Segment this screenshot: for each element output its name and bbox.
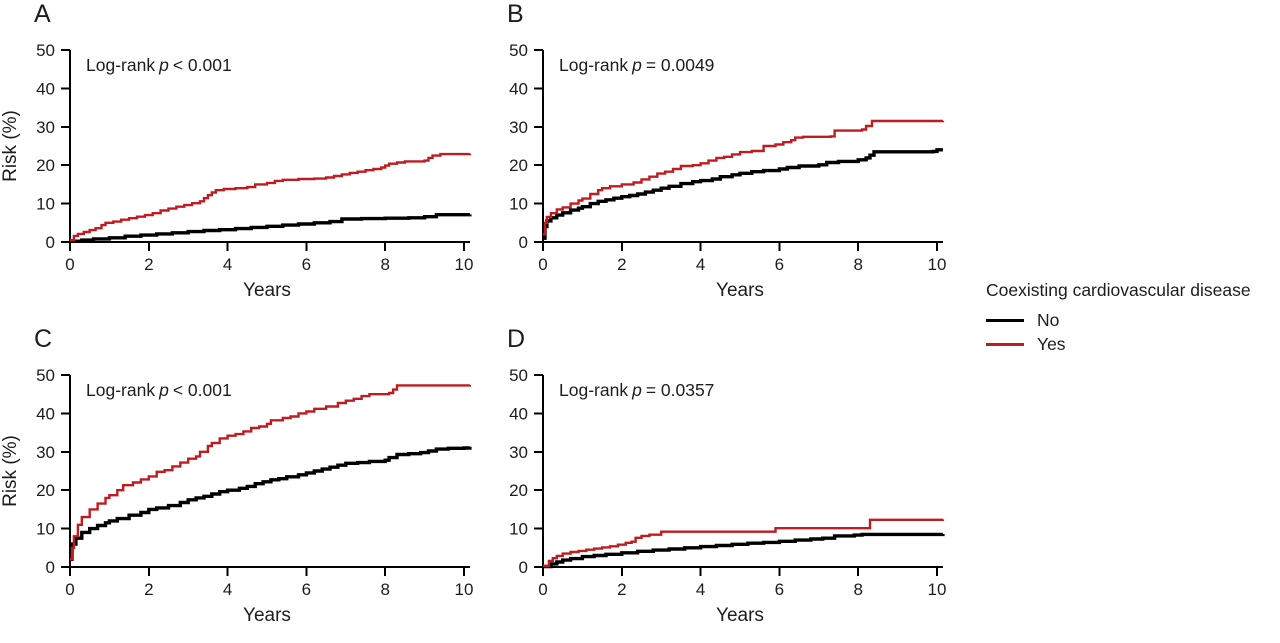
svg-text:30: 30	[36, 118, 55, 137]
survival-chart-a: 0 10 20 30 40 50 0 2 4 6 8 10 Years Risk (%)	[0, 41, 474, 301]
svg-text:40: 40	[36, 404, 55, 423]
legend-label-yes: Yes	[1037, 333, 1066, 354]
svg-text:0: 0	[538, 255, 547, 274]
logrank-prefix: Log-rank	[86, 55, 156, 75]
svg-text:40: 40	[509, 404, 528, 423]
logrank-annotation-d: Log-rank p = 0.0357	[559, 380, 714, 401]
legend-line-no	[986, 318, 1024, 322]
panel-a: 0 10 20 30 40 50 0 2 4 6 8 10 Years Risk (%) A Log-ra…	[0, 0, 500, 318]
svg-text:40: 40	[509, 79, 528, 98]
svg-text:0: 0	[538, 580, 547, 599]
svg-text:50: 50	[509, 366, 528, 385]
svg-text:4: 4	[696, 580, 705, 599]
logrank-annotation-b: Log-rank p = 0.0049	[559, 55, 714, 76]
svg-text:10: 10	[928, 580, 947, 599]
svg-text:10: 10	[509, 520, 528, 539]
panel-b: 0 10 20 30 40 50 0 2 4 6 8 10 Years B Log-rank p = 0.0…	[473, 0, 973, 318]
panel-d: 0 10 20 30 40 50 0 2 4 6 8 10 Years D Log-rank p = 0.0…	[473, 325, 973, 643]
svg-text:8: 8	[380, 255, 389, 274]
logrank-p-symbol: p	[159, 55, 169, 75]
svg-text:20: 20	[509, 156, 528, 175]
svg-text:0: 0	[65, 580, 74, 599]
logrank-value: = 0.0049	[645, 55, 715, 75]
svg-text:30: 30	[36, 443, 55, 462]
svg-text:20: 20	[509, 481, 528, 500]
svg-text:4: 4	[223, 255, 232, 274]
svg-text:0: 0	[519, 233, 528, 252]
svg-text:2: 2	[144, 255, 153, 274]
svg-text:10: 10	[36, 195, 55, 214]
svg-text:50: 50	[36, 41, 55, 60]
svg-text:6: 6	[302, 580, 311, 599]
logrank-value: = 0.0357	[645, 380, 715, 400]
svg-text:4: 4	[696, 255, 705, 274]
panel-d-label: D	[507, 325, 526, 353]
km-figure: 0 10 20 30 40 50 0 2 4 6 8 10 Years Risk (%) A Log-ra…	[0, 0, 1280, 626]
svg-text:4: 4	[223, 580, 232, 599]
panel-c-label: C	[34, 325, 53, 353]
svg-text:10: 10	[455, 255, 474, 274]
svg-text:20: 20	[36, 156, 55, 175]
logrank-annotation-a: Log-rank p < 0.001	[86, 55, 232, 76]
svg-text:6: 6	[302, 255, 311, 274]
svg-text:Years: Years	[243, 280, 291, 301]
svg-text:0: 0	[65, 255, 74, 274]
svg-text:50: 50	[36, 366, 55, 385]
svg-text:2: 2	[617, 580, 626, 599]
svg-text:10: 10	[36, 520, 55, 539]
logrank-prefix: Log-rank	[86, 380, 156, 400]
legend-item-yes: Yes	[986, 332, 1280, 356]
svg-text:40: 40	[36, 79, 55, 98]
panel-a-label: A	[34, 0, 51, 28]
logrank-p-symbol: p	[632, 380, 642, 400]
legend: Coexisting cardiovascular disease No Yes	[986, 280, 1280, 356]
svg-text:30: 30	[509, 118, 528, 137]
svg-text:6: 6	[775, 255, 784, 274]
svg-text:10: 10	[928, 255, 947, 274]
logrank-value: < 0.001	[172, 380, 232, 400]
svg-text:0: 0	[46, 558, 55, 577]
logrank-prefix: Log-rank	[559, 380, 629, 400]
svg-text:0: 0	[519, 558, 528, 577]
panel-c: 0 10 20 30 40 50 0 2 4 6 8 10 Years Risk (%) C Log-ra…	[0, 325, 500, 643]
survival-chart-c: 0 10 20 30 40 50 0 2 4 6 8 10 Years Risk (%)	[0, 366, 474, 626]
svg-text:20: 20	[36, 481, 55, 500]
svg-text:2: 2	[617, 255, 626, 274]
legend-item-no: No	[986, 308, 1280, 332]
svg-text:Years: Years	[716, 605, 764, 626]
svg-text:8: 8	[853, 255, 862, 274]
survival-chart-d: 0 10 20 30 40 50 0 2 4 6 8 10 Years	[509, 366, 947, 626]
svg-text:Risk (%): Risk (%)	[0, 435, 21, 507]
logrank-annotation-c: Log-rank p < 0.001	[86, 380, 232, 401]
svg-text:30: 30	[509, 443, 528, 462]
svg-text:8: 8	[853, 580, 862, 599]
svg-text:10: 10	[455, 580, 474, 599]
svg-text:6: 6	[775, 580, 784, 599]
logrank-p-symbol: p	[632, 55, 642, 75]
svg-text:2: 2	[144, 580, 153, 599]
logrank-value: < 0.001	[172, 55, 232, 75]
legend-line-yes	[986, 342, 1024, 346]
svg-text:Years: Years	[716, 280, 764, 301]
logrank-prefix: Log-rank	[559, 55, 629, 75]
survival-chart-b: 0 10 20 30 40 50 0 2 4 6 8 10 Years	[509, 41, 947, 301]
svg-text:50: 50	[509, 41, 528, 60]
logrank-p-symbol: p	[159, 380, 169, 400]
legend-label-no: No	[1037, 309, 1060, 330]
svg-text:10: 10	[509, 195, 528, 214]
svg-text:Years: Years	[243, 605, 291, 626]
svg-text:0: 0	[46, 233, 55, 252]
svg-text:8: 8	[380, 580, 389, 599]
svg-text:Risk (%): Risk (%)	[0, 110, 21, 182]
panel-b-label: B	[507, 0, 524, 28]
legend-title: Coexisting cardiovascular disease	[986, 280, 1251, 300]
